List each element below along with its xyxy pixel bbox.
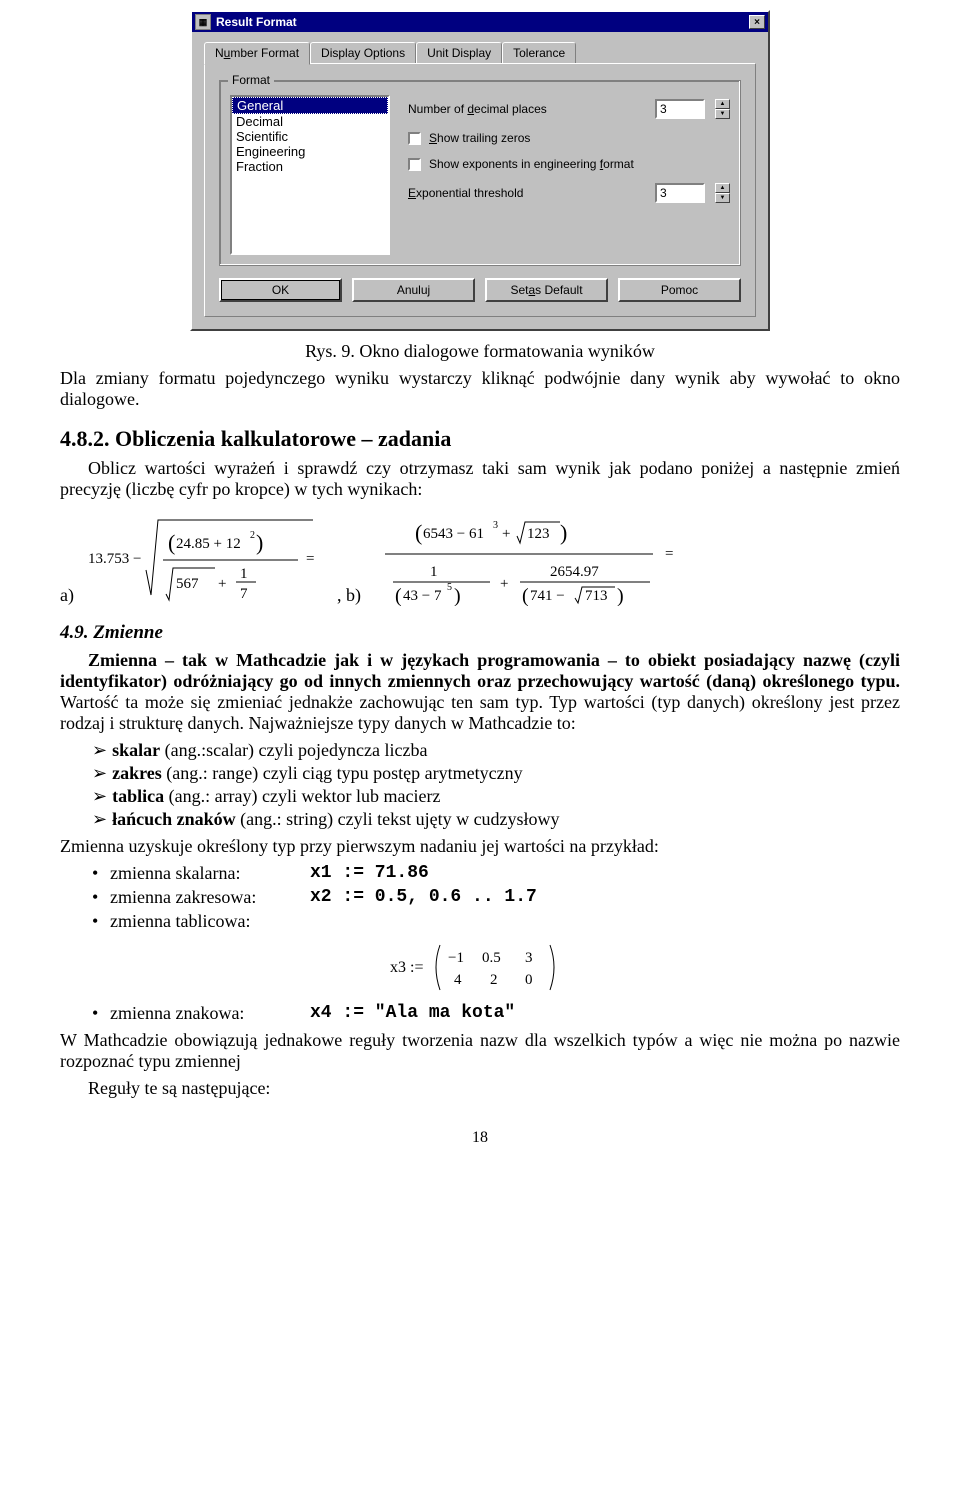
formula-a: 13.753 − ( 24.85 + 12 2 ) 567 + 1 7 = bbox=[88, 510, 323, 606]
list-item: tablica (ang.: array) czyli wektor lub m… bbox=[92, 786, 900, 807]
tab-strip: Number Format Display Options Unit Displ… bbox=[204, 42, 756, 65]
list-item: skalar (ang.:scalar) czyli pojedyncza li… bbox=[92, 740, 900, 761]
list-item: zmienna zakresowa:x2 := 0.5, 0.6 .. 1.7 bbox=[92, 887, 900, 908]
svg-text:3: 3 bbox=[493, 520, 498, 531]
assign-paragraph: Zmienna uzyskuje określony typ przy pier… bbox=[60, 836, 900, 857]
trailing-zeros-checkbox[interactable] bbox=[408, 132, 421, 145]
svg-text:24.85 + 12: 24.85 + 12 bbox=[176, 536, 241, 552]
page-number: 18 bbox=[60, 1129, 900, 1147]
threshold-spinner[interactable]: ▲ ▼ bbox=[715, 183, 730, 203]
svg-text:(: ( bbox=[415, 520, 422, 545]
list-item: łańcuch znaków (ang.: string) czyli teks… bbox=[92, 809, 900, 830]
window-icon: ▦ bbox=[195, 14, 211, 30]
result-format-dialog: ▦ Result Format × Number Format Display … bbox=[190, 10, 770, 331]
trailing-zeros-label: Show trailing zeros bbox=[429, 131, 730, 145]
threshold-label: Exponential threshold bbox=[408, 186, 647, 200]
svg-text:1: 1 bbox=[240, 566, 248, 582]
svg-text:13.753 −: 13.753 − bbox=[88, 551, 141, 567]
svg-text:−1: −1 bbox=[448, 950, 464, 966]
svg-text:741 −: 741 − bbox=[530, 588, 565, 604]
list-item: zmienna znakowa:x4 := "Ala ma kota" bbox=[92, 1003, 900, 1024]
svg-text:713: 713 bbox=[585, 588, 608, 604]
tab-panel: Format General Decimal Scientific Engine… bbox=[204, 63, 756, 317]
svg-text:2: 2 bbox=[250, 530, 255, 541]
svg-text:6543 − 61: 6543 − 61 bbox=[423, 526, 484, 542]
threshold-input[interactable]: 3 bbox=[655, 183, 705, 203]
svg-text:2: 2 bbox=[490, 972, 498, 988]
list-item[interactable]: General bbox=[232, 97, 388, 114]
heading-4-9: 4.9. Zmienne bbox=[60, 622, 900, 644]
formula-row: a) 13.753 − ( 24.85 + 12 2 ) 567 + 1 7 =… bbox=[60, 510, 900, 606]
list-item[interactable]: Scientific bbox=[232, 129, 388, 144]
calc-paragraph: Oblicz wartości wyrażeń i sprawdź czy ot… bbox=[60, 458, 900, 500]
rules-paragraph: W Mathcadzie obowiązują jednakowe reguły… bbox=[60, 1030, 900, 1072]
tab-unit-display[interactable]: Unit Display bbox=[416, 42, 502, 65]
close-icon[interactable]: × bbox=[749, 15, 765, 29]
exponents-label: Show exponents in engineering format bbox=[429, 157, 730, 171]
decimal-places-input[interactable]: 3 bbox=[655, 99, 705, 119]
assignment-list: zmienna skalarna:x1 := 71.86 zmienna zak… bbox=[60, 863, 900, 932]
format-group: Format General Decimal Scientific Engine… bbox=[219, 80, 741, 266]
svg-text:4: 4 bbox=[454, 972, 462, 988]
svg-text:=: = bbox=[306, 551, 314, 567]
matrix-display: x3 := −1 0.5 3 4 2 0 bbox=[60, 940, 900, 995]
svg-text:): ) bbox=[617, 585, 624, 606]
svg-text:): ) bbox=[560, 520, 567, 545]
svg-text:=: = bbox=[665, 546, 673, 562]
titlebar[interactable]: ▦ Result Format × bbox=[192, 12, 768, 32]
svg-text:x3 :=: x3 := bbox=[390, 959, 423, 976]
default-button[interactable]: Set as Default bbox=[485, 278, 608, 302]
spin-up-icon[interactable]: ▲ bbox=[715, 183, 730, 193]
list-item[interactable]: Engineering bbox=[232, 144, 388, 159]
spin-down-icon[interactable]: ▼ bbox=[715, 193, 730, 203]
decimal-places-spinner[interactable]: ▲ ▼ bbox=[715, 99, 730, 119]
formula-separator: , b) bbox=[337, 585, 361, 606]
exponents-checkbox[interactable] bbox=[408, 158, 421, 171]
svg-text:123: 123 bbox=[527, 526, 550, 542]
list-item: zmienna skalarna:x1 := 71.86 bbox=[92, 863, 900, 884]
svg-text:3: 3 bbox=[525, 950, 533, 966]
window-title: Result Format bbox=[216, 15, 749, 29]
heading-4-8-2: 4.8.2. Obliczenia kalkulatorowe – zadani… bbox=[60, 426, 900, 452]
decimal-places-label: Number of decimal places bbox=[408, 102, 647, 116]
svg-text:(: ( bbox=[522, 585, 529, 606]
svg-text:(: ( bbox=[168, 530, 175, 555]
rules-paragraph-2: Reguły te są następujące: bbox=[60, 1078, 900, 1099]
svg-text:5: 5 bbox=[447, 582, 452, 593]
assignment-list-2: zmienna znakowa:x4 := "Ala ma kota" bbox=[60, 1003, 900, 1024]
spin-up-icon[interactable]: ▲ bbox=[715, 99, 730, 109]
svg-text:): ) bbox=[454, 585, 461, 606]
list-item[interactable]: Decimal bbox=[232, 114, 388, 129]
help-button[interactable]: Pomoc bbox=[618, 278, 741, 302]
type-list: skalar (ang.:scalar) czyli pojedyncza li… bbox=[60, 740, 900, 830]
tab-display-options[interactable]: Display Options bbox=[310, 42, 416, 65]
list-item: zmienna tablicowa: bbox=[92, 911, 900, 932]
svg-text:1: 1 bbox=[430, 564, 438, 580]
svg-text:0: 0 bbox=[525, 972, 533, 988]
svg-text:(: ( bbox=[395, 585, 402, 606]
figure-caption: Rys. 9. Okno dialogowe formatowania wyni… bbox=[60, 341, 900, 362]
svg-text:+: + bbox=[218, 576, 226, 592]
svg-text:+: + bbox=[500, 576, 508, 592]
list-item[interactable]: Fraction bbox=[232, 159, 388, 174]
svg-text:7: 7 bbox=[240, 586, 248, 602]
format-listbox[interactable]: General Decimal Scientific Engineering F… bbox=[230, 95, 390, 255]
tab-number-format[interactable]: Number Format bbox=[204, 42, 310, 65]
formula-a-label: a) bbox=[60, 585, 74, 606]
svg-text:): ) bbox=[256, 530, 263, 555]
formula-b: ( 6543 − 61 3 + 123 ) 1 ( 43 − 7 5 ) + 2… bbox=[375, 510, 685, 606]
svg-text:43 − 7: 43 − 7 bbox=[403, 588, 442, 604]
list-item: zakres (ang.: range) czyli ciąg typu pos… bbox=[92, 763, 900, 784]
svg-text:+: + bbox=[502, 526, 510, 542]
tab-tolerance[interactable]: Tolerance bbox=[502, 42, 576, 65]
svg-text:2654.97: 2654.97 bbox=[550, 564, 599, 580]
zmienna-paragraph: Zmienna – tak w Mathcadzie jak i w język… bbox=[60, 650, 900, 734]
format-legend: Format bbox=[228, 73, 274, 87]
svg-text:567: 567 bbox=[176, 576, 199, 592]
intro-paragraph: Dla zmiany formatu pojedynczego wyniku w… bbox=[60, 368, 900, 410]
svg-text:0.5: 0.5 bbox=[482, 950, 501, 966]
cancel-button[interactable]: Anuluj bbox=[352, 278, 475, 302]
ok-button[interactable]: OK bbox=[219, 278, 342, 302]
spin-down-icon[interactable]: ▼ bbox=[715, 109, 730, 119]
